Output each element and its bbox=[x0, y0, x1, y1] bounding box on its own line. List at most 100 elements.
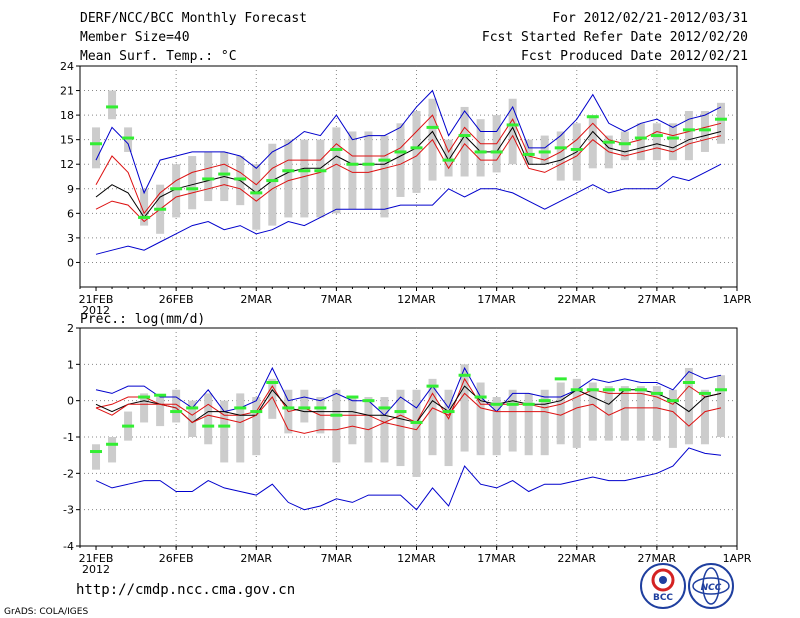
temp-x-tick-label: 12MAR bbox=[397, 293, 436, 306]
prec-median-marker bbox=[410, 420, 423, 424]
prec-median-marker bbox=[426, 384, 439, 388]
temp-spread-box bbox=[316, 139, 325, 218]
prec-spread-box bbox=[220, 400, 229, 463]
prec-spread-box bbox=[556, 382, 565, 445]
prec-spread-box bbox=[668, 389, 677, 448]
temp-median-marker bbox=[698, 128, 711, 132]
prec-median-marker bbox=[282, 406, 295, 410]
prec-spread-box bbox=[700, 389, 709, 445]
prec-spread-box bbox=[156, 397, 165, 427]
temp-spread-box bbox=[588, 115, 597, 169]
prec-x-tick-label: 26FEB bbox=[159, 552, 194, 565]
prec-spread-box bbox=[476, 382, 485, 456]
temp-median-marker bbox=[202, 177, 215, 181]
grads-credit: GrADS: COLA/IGES bbox=[4, 607, 88, 617]
prec-median-marker bbox=[362, 399, 375, 403]
temp-y-tick-label: 21 bbox=[60, 85, 74, 98]
prec-series-ensemble-max bbox=[95, 366, 722, 416]
prec-median-marker bbox=[522, 402, 535, 406]
temp-y-tick-label: 6 bbox=[67, 207, 74, 220]
temp-y-tick-label: 24 bbox=[60, 60, 74, 73]
temp-spread-box bbox=[284, 139, 293, 218]
temp-spread-box bbox=[268, 143, 277, 226]
prec-median-marker bbox=[650, 391, 663, 395]
temp-y-tick-label: 18 bbox=[60, 109, 74, 122]
prec-x-tick-label: 21FEB bbox=[79, 552, 114, 565]
prec-spread-box bbox=[428, 378, 437, 456]
prec-spread-box bbox=[252, 397, 261, 456]
prec-year-label: 2012 bbox=[82, 563, 110, 576]
temp-x-tick-label: 22MAR bbox=[557, 293, 596, 306]
prec-median-marker bbox=[570, 388, 583, 392]
prec-median-marker bbox=[682, 381, 695, 384]
temp-x-tick-label: 21FEB bbox=[79, 293, 114, 306]
prec-spread-box bbox=[444, 389, 453, 467]
prec-median-marker bbox=[314, 406, 327, 410]
temp-series-ensemble-min bbox=[95, 163, 722, 255]
temp-x-tick-label: 17MAR bbox=[477, 293, 516, 306]
temp-median-marker bbox=[378, 158, 391, 162]
prec-spread-box bbox=[236, 393, 245, 463]
bcc-logo-text: BCC bbox=[653, 593, 673, 603]
temp-median-marker bbox=[362, 162, 375, 166]
temp-x-tick-label: 1APR bbox=[723, 293, 752, 306]
temp-median-marker bbox=[410, 146, 423, 150]
temp-spread-box bbox=[124, 127, 133, 152]
temp-spread-box bbox=[636, 123, 645, 161]
prec-median-marker bbox=[586, 388, 599, 392]
prec-median-marker bbox=[618, 388, 631, 392]
temp-y-tick-label: 12 bbox=[60, 158, 74, 171]
prec-median-marker bbox=[474, 395, 487, 399]
fcst-produced-date: Fcst Produced Date 2012/02/21 bbox=[521, 49, 748, 64]
temp-series-ensemble-max bbox=[95, 89, 722, 195]
temp-median-marker bbox=[106, 105, 119, 109]
temp-median-marker bbox=[170, 187, 183, 191]
prec-median-marker bbox=[490, 402, 503, 406]
prec-spread-box bbox=[92, 444, 101, 470]
prec-spread-box bbox=[620, 386, 629, 441]
temp-median-marker bbox=[154, 207, 167, 211]
temp-median-marker bbox=[442, 158, 455, 162]
temp-median-marker bbox=[474, 150, 487, 154]
temp-y-tick-label: 9 bbox=[67, 183, 74, 196]
temp-median-marker bbox=[650, 134, 663, 138]
chart-title: DERF/NCC/BCC Monthly Forecast bbox=[80, 11, 307, 26]
temp-spread-box bbox=[540, 135, 549, 165]
temp-median-marker bbox=[282, 169, 295, 173]
prec-median-marker bbox=[602, 388, 615, 392]
prec-y-tick-label: 1 bbox=[67, 358, 74, 371]
prec-median-marker bbox=[218, 424, 231, 428]
prec-median-marker bbox=[634, 388, 647, 392]
temp-y-tick-label: 15 bbox=[60, 134, 74, 147]
prec-spread-box bbox=[492, 397, 501, 456]
prec-spread-box bbox=[716, 375, 725, 437]
prec-x-tick-label: 1APR bbox=[723, 552, 752, 565]
temp-spread-box bbox=[348, 131, 357, 210]
prec-median-marker bbox=[698, 391, 711, 395]
temp-x-tick-label: 27MAR bbox=[638, 293, 677, 306]
precipitation-panel-title: Prec.: log(mm/d) bbox=[80, 312, 205, 327]
temp-median-marker bbox=[186, 187, 199, 191]
ncc-logo: NCC bbox=[688, 563, 734, 609]
prec-spread-box bbox=[140, 393, 149, 423]
prec-y-tick-label: -1 bbox=[63, 431, 74, 444]
temp-spread-box bbox=[684, 111, 693, 161]
footer-url[interactable]: http://cmdp.ncc.cma.gov.cn bbox=[76, 582, 295, 598]
temp-median-marker bbox=[394, 150, 407, 154]
prec-median-marker bbox=[538, 399, 551, 403]
temp-median-marker bbox=[522, 152, 535, 156]
prec-spread-box bbox=[588, 382, 597, 441]
temp-median-marker bbox=[234, 177, 247, 181]
prec-y-tick-label: 2 bbox=[67, 322, 74, 335]
prec-x-tick-label: 12MAR bbox=[397, 552, 436, 565]
temp-median-marker bbox=[570, 147, 583, 151]
temp-median-marker bbox=[586, 115, 599, 119]
prec-spread-box bbox=[540, 389, 549, 456]
prec-spread-box bbox=[604, 386, 613, 441]
temp-spread-box bbox=[524, 139, 533, 165]
prec-median-marker bbox=[138, 395, 151, 399]
prec-y-tick-label: -4 bbox=[63, 540, 74, 553]
prec-median-marker bbox=[506, 402, 519, 406]
prec-median-marker bbox=[154, 393, 167, 397]
